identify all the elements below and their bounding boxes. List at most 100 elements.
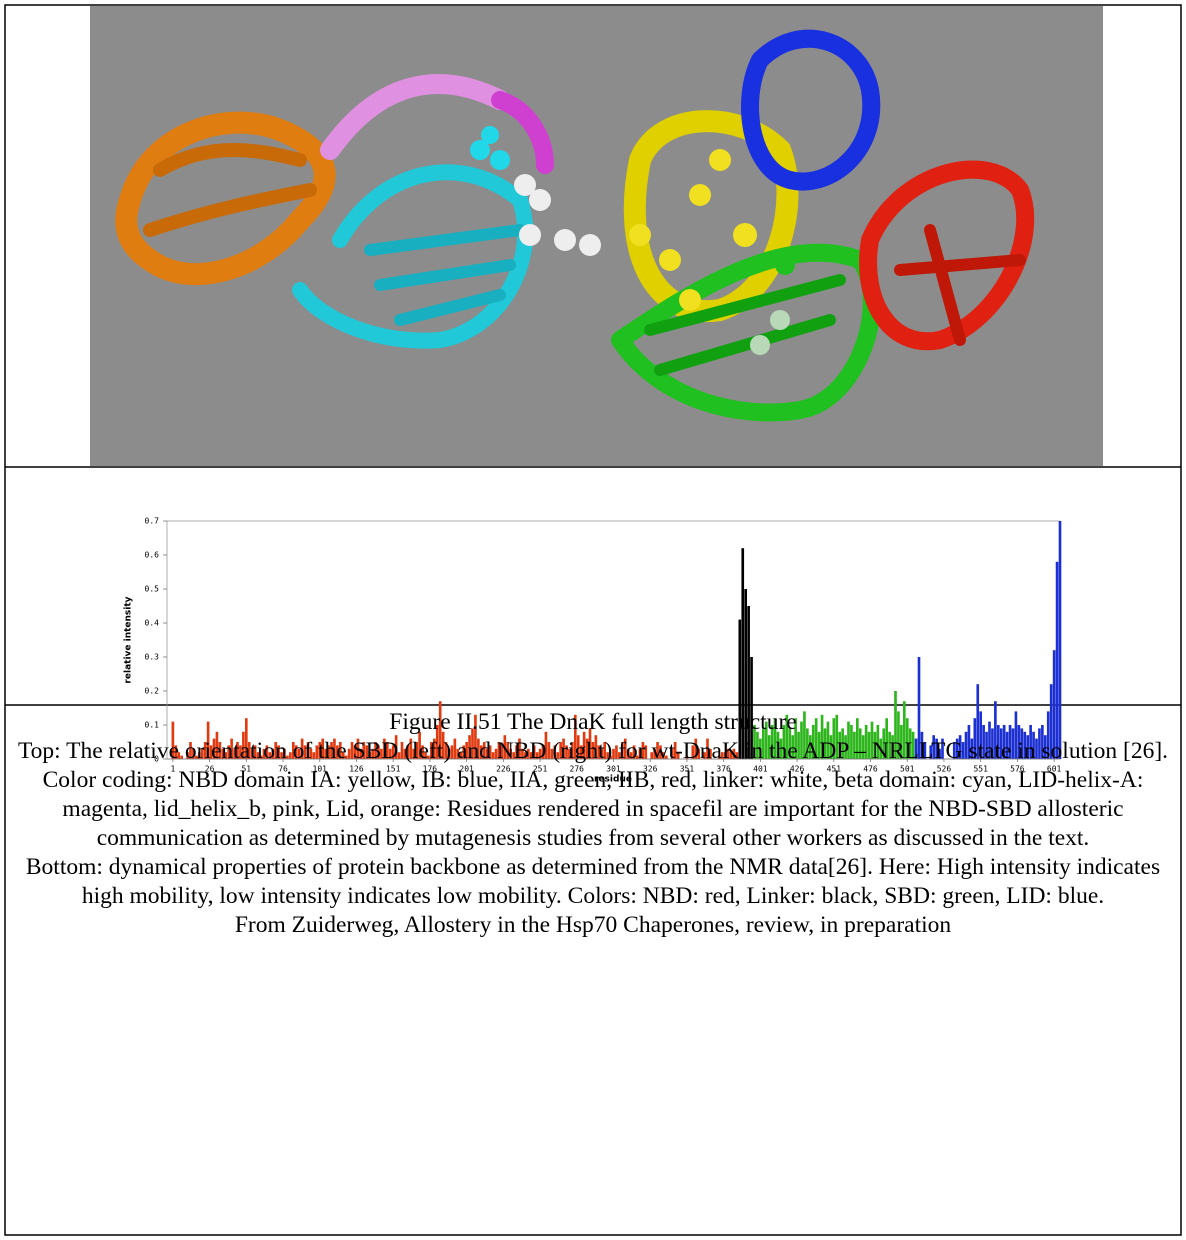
- bar: [230, 738, 233, 759]
- bar: [844, 735, 847, 759]
- bar: [482, 742, 486, 759]
- bar: [729, 752, 733, 759]
- bar: [620, 742, 624, 759]
- bar: [579, 745, 583, 759]
- bar: [911, 731, 915, 759]
- bar: [388, 748, 392, 759]
- bar: [1023, 731, 1027, 759]
- bar: [289, 752, 292, 759]
- bar: [735, 752, 739, 759]
- bar: [421, 745, 424, 759]
- bar: [383, 738, 386, 759]
- bar: [312, 752, 316, 759]
- bar: [858, 728, 862, 759]
- bar: [808, 735, 812, 759]
- bar: [897, 711, 900, 759]
- bar: [453, 738, 457, 759]
- bar: [209, 745, 213, 759]
- bar: [673, 742, 677, 759]
- bar: [861, 735, 865, 759]
- bar: [192, 748, 195, 759]
- bar: [612, 748, 615, 759]
- bar: [559, 742, 562, 759]
- bar: [685, 755, 689, 759]
- bar: [650, 752, 654, 759]
- bar: [888, 731, 891, 759]
- bar: [506, 742, 510, 759]
- bar: [882, 728, 886, 759]
- bar: [985, 731, 988, 759]
- bar: [432, 738, 436, 759]
- bar: [829, 735, 833, 759]
- bar: [835, 714, 839, 759]
- bar: [180, 755, 184, 759]
- bar: [535, 752, 539, 759]
- bar: [171, 721, 175, 759]
- bar: [885, 718, 889, 759]
- bar: [529, 752, 533, 759]
- y-tick-label: 0.4: [145, 619, 160, 628]
- bar: [967, 725, 971, 759]
- bar: [1020, 728, 1024, 759]
- bar: [656, 742, 659, 759]
- bar: [488, 745, 492, 759]
- bar: [670, 748, 674, 759]
- bar: [336, 745, 339, 759]
- bar: [876, 725, 880, 759]
- bar: [694, 738, 698, 759]
- bar: [286, 755, 289, 759]
- bar: [330, 742, 333, 759]
- bar: [782, 725, 786, 759]
- bar: [741, 548, 745, 759]
- bar: [377, 745, 380, 759]
- bar: [368, 752, 372, 759]
- bar: [509, 748, 513, 759]
- x-tick-label: 1: [170, 765, 175, 774]
- bar: [371, 748, 374, 759]
- bar: [917, 657, 921, 759]
- bar: [494, 748, 498, 759]
- bar: [465, 742, 468, 759]
- bar: [244, 718, 248, 759]
- bar: [817, 731, 821, 759]
- bar: [218, 742, 222, 759]
- bar: [662, 752, 665, 759]
- bar: [206, 721, 210, 759]
- bar: [444, 742, 448, 759]
- bar: [365, 745, 369, 759]
- bar: [385, 742, 389, 759]
- bar: [879, 738, 883, 759]
- x-tick-label: 226: [496, 765, 511, 774]
- x-tick-label: 126: [349, 765, 364, 774]
- bar: [1041, 725, 1044, 759]
- bar: [356, 738, 360, 759]
- bar: [318, 742, 322, 759]
- bar: [236, 742, 239, 759]
- y-tick-label: 0.3: [145, 653, 160, 662]
- bar: [274, 742, 278, 759]
- bar: [250, 748, 254, 759]
- bar: [826, 721, 830, 759]
- table-borders: [4, 4, 1182, 1236]
- bar: [811, 725, 815, 759]
- bar: [873, 731, 877, 759]
- bar: [427, 755, 430, 759]
- bar: [676, 752, 680, 759]
- bar: [938, 748, 941, 759]
- bar: [976, 684, 980, 759]
- x-tick-label: 451: [827, 765, 842, 774]
- x-tick-label: 351: [680, 765, 695, 774]
- bar: [259, 755, 263, 759]
- bar: [409, 738, 413, 759]
- bar: [491, 752, 495, 759]
- bar: [759, 738, 762, 759]
- bar: [726, 748, 730, 759]
- bar: [403, 748, 407, 759]
- bar: [1005, 731, 1009, 759]
- bar: [362, 742, 366, 759]
- bar: [477, 738, 480, 759]
- bar: [553, 745, 557, 759]
- bar: [814, 718, 818, 759]
- bar: [973, 718, 977, 759]
- bar: [935, 738, 938, 759]
